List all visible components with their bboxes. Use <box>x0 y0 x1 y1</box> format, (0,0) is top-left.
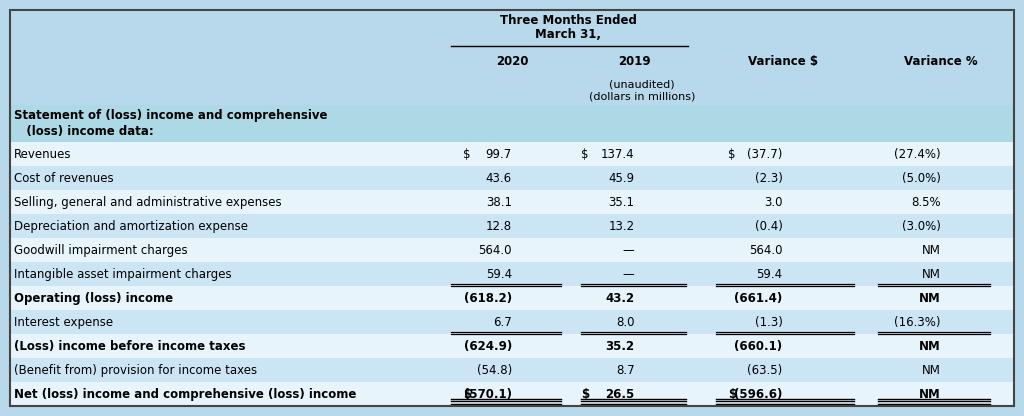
Text: Intangible asset impairment charges: Intangible asset impairment charges <box>13 268 231 281</box>
Text: —: — <box>623 244 635 257</box>
Text: 35.2: 35.2 <box>605 340 635 353</box>
Text: Variance $: Variance $ <box>748 55 817 68</box>
Text: (2.3): (2.3) <box>755 172 782 185</box>
Text: (54.8): (54.8) <box>477 364 512 377</box>
Text: NM: NM <box>920 292 941 305</box>
Text: Goodwill impairment charges: Goodwill impairment charges <box>13 244 187 257</box>
Text: 3.0: 3.0 <box>764 196 782 209</box>
Text: —: — <box>623 268 635 281</box>
Bar <box>9 238 1015 262</box>
Bar <box>9 286 1015 310</box>
Text: (dollars in millions): (dollars in millions) <box>589 91 695 101</box>
Bar <box>9 166 1015 190</box>
Text: Revenues: Revenues <box>13 148 71 161</box>
Text: 8.0: 8.0 <box>616 316 635 329</box>
Text: $: $ <box>582 148 589 161</box>
Bar <box>9 190 1015 214</box>
Text: March 31,: March 31, <box>536 28 601 42</box>
Text: $: $ <box>728 388 736 401</box>
Text: (27.4%): (27.4%) <box>894 148 941 161</box>
Bar <box>9 214 1015 238</box>
Text: (1.3): (1.3) <box>755 316 782 329</box>
Text: (596.6): (596.6) <box>734 388 782 401</box>
Text: 45.9: 45.9 <box>608 172 635 185</box>
Bar <box>9 142 1015 166</box>
Bar <box>9 358 1015 382</box>
Text: NM: NM <box>920 340 941 353</box>
Text: Net (loss) income and comprehensive (loss) income: Net (loss) income and comprehensive (los… <box>13 388 356 401</box>
Text: 8.5%: 8.5% <box>911 196 941 209</box>
Bar <box>9 310 1015 334</box>
Text: (loss) income data:: (loss) income data: <box>13 125 154 138</box>
Text: 2020: 2020 <box>496 55 528 68</box>
Bar <box>9 105 1015 142</box>
Bar <box>9 47 1015 76</box>
Text: (660.1): (660.1) <box>734 340 782 353</box>
Bar <box>9 262 1015 286</box>
Text: 6.7: 6.7 <box>494 316 512 329</box>
Text: 43.2: 43.2 <box>605 292 635 305</box>
Text: 38.1: 38.1 <box>486 196 512 209</box>
Text: NM: NM <box>920 388 941 401</box>
Text: 12.8: 12.8 <box>485 220 512 233</box>
Text: (3.0%): (3.0%) <box>902 220 941 233</box>
Text: Variance %: Variance % <box>904 55 978 68</box>
Text: NM: NM <box>922 364 941 377</box>
Text: (Benefit from) provision for income taxes: (Benefit from) provision for income taxe… <box>13 364 257 377</box>
Text: (37.7): (37.7) <box>748 148 782 161</box>
Text: Three Months Ended: Three Months Ended <box>500 14 637 27</box>
Text: 8.7: 8.7 <box>615 364 635 377</box>
Text: Depreciation and amortization expense: Depreciation and amortization expense <box>13 220 248 233</box>
Text: (624.9): (624.9) <box>464 340 512 353</box>
Text: (570.1): (570.1) <box>464 388 512 401</box>
Text: (661.4): (661.4) <box>734 292 782 305</box>
Text: Statement of (loss) income and comprehensive: Statement of (loss) income and comprehen… <box>13 109 327 122</box>
Text: NM: NM <box>922 268 941 281</box>
Text: $: $ <box>463 148 470 161</box>
Text: 26.5: 26.5 <box>605 388 635 401</box>
Text: (Loss) income before income taxes: (Loss) income before income taxes <box>13 340 245 353</box>
Text: 564.0: 564.0 <box>478 244 512 257</box>
Text: 59.4: 59.4 <box>485 268 512 281</box>
Text: 13.2: 13.2 <box>608 220 635 233</box>
Text: Interest expense: Interest expense <box>13 316 113 329</box>
Text: NM: NM <box>922 244 941 257</box>
Text: 99.7: 99.7 <box>485 148 512 161</box>
Bar <box>9 10 1015 47</box>
Text: Selling, general and administrative expenses: Selling, general and administrative expe… <box>13 196 282 209</box>
Text: (5.0%): (5.0%) <box>902 172 941 185</box>
Text: (0.4): (0.4) <box>755 220 782 233</box>
Text: 137.4: 137.4 <box>601 148 635 161</box>
Text: 2019: 2019 <box>618 55 651 68</box>
Text: 43.6: 43.6 <box>485 172 512 185</box>
Bar <box>9 334 1015 358</box>
Text: (16.3%): (16.3%) <box>894 316 941 329</box>
Text: (618.2): (618.2) <box>464 292 512 305</box>
Text: 35.1: 35.1 <box>608 196 635 209</box>
Text: 59.4: 59.4 <box>757 268 782 281</box>
Text: (63.5): (63.5) <box>748 364 782 377</box>
Text: Cost of revenues: Cost of revenues <box>13 172 114 185</box>
Text: 564.0: 564.0 <box>750 244 782 257</box>
Bar <box>9 382 1015 406</box>
Text: Operating (loss) income: Operating (loss) income <box>13 292 173 305</box>
Text: $: $ <box>728 148 736 161</box>
Text: $: $ <box>582 388 590 401</box>
Text: (unaudited): (unaudited) <box>609 79 675 89</box>
Text: $: $ <box>463 388 471 401</box>
Bar <box>9 76 1015 105</box>
